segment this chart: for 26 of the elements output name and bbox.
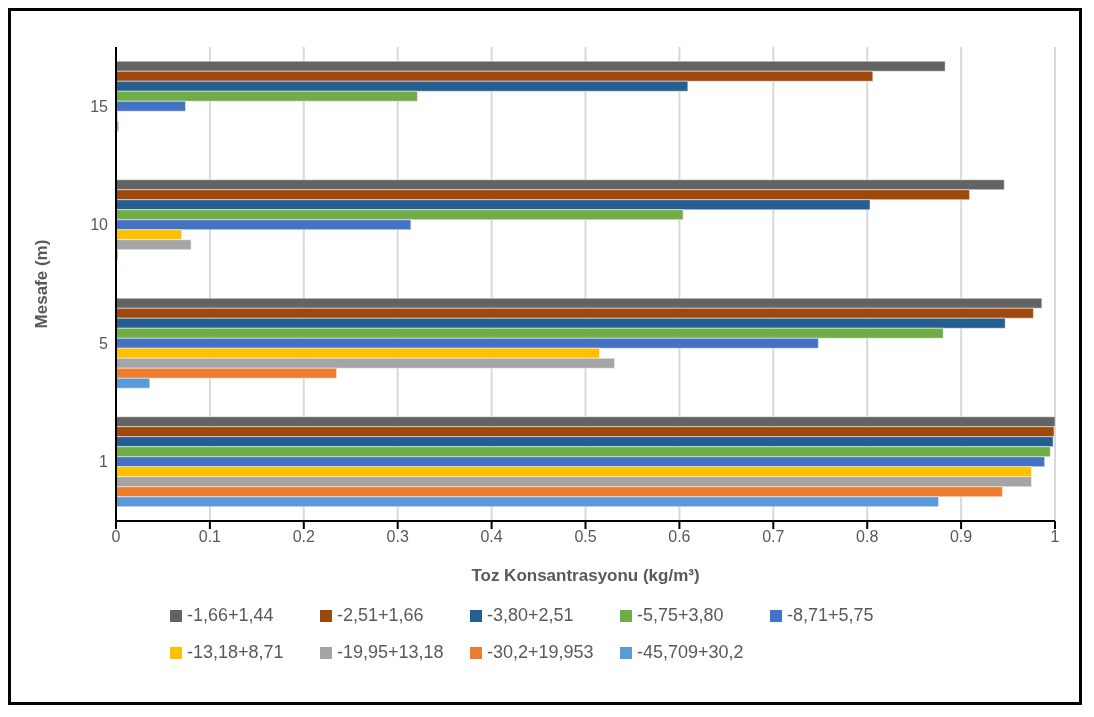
x-tick-label: 0.3: [386, 528, 409, 546]
y-tick-label: 15: [90, 97, 109, 115]
x-tick-label: 0.5: [574, 528, 597, 546]
legend-label: -1,66+1,44: [187, 605, 274, 626]
x-tick-label: 0.7: [762, 528, 785, 546]
y-axis-title: Mesafe (m): [32, 239, 52, 329]
legend-label: -8,71+5,75: [787, 605, 874, 626]
legend-label: -5,75+3,80: [637, 605, 724, 626]
y-tick-label: 1: [99, 453, 109, 471]
x-tick-label: 0: [111, 528, 121, 546]
legend-label: -19,95+13,18: [337, 642, 444, 663]
legend-label: -45,709+30,2: [637, 642, 744, 663]
x-tick-label: 0.9: [949, 528, 973, 546]
legend-label: -30,2+19,953: [487, 642, 594, 663]
x-tick-label: 0.1: [198, 528, 222, 546]
legend-label: -3,80+2,51: [487, 605, 574, 626]
x-axis-title: Toz Konsantrasyonu (kg/m³): [471, 566, 700, 585]
x-tick-label: 1: [1050, 528, 1060, 546]
legend-label: -13,18+8,71: [187, 642, 284, 663]
x-tick-label: 0.4: [480, 528, 503, 546]
y-tick-label: 10: [90, 216, 109, 234]
x-tick-label: 0.2: [292, 528, 316, 546]
y-tick-label: 5: [99, 334, 109, 352]
legend-label: -2,51+1,66: [337, 605, 424, 626]
x-tick-label: 0.8: [856, 528, 879, 546]
x-tick-label: 0.6: [668, 528, 691, 546]
